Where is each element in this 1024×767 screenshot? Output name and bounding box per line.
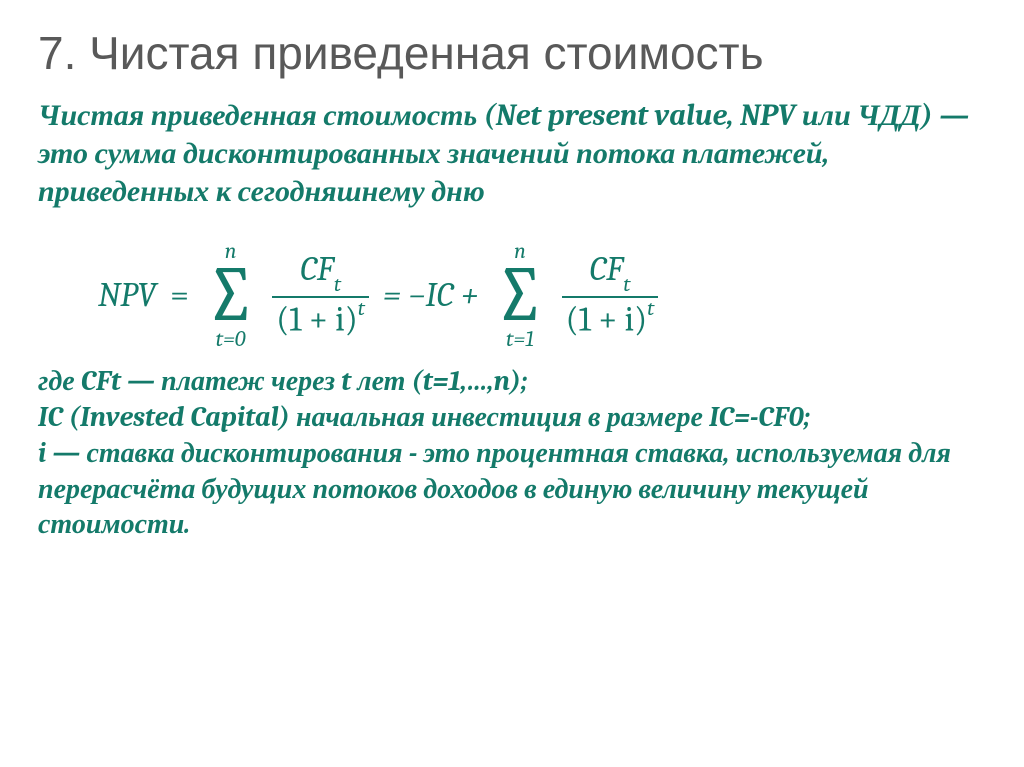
formula-mid: = −IC + — [383, 275, 478, 315]
legend-line-3: i — ставка дисконтирования - это процент… — [38, 436, 986, 543]
fraction-bar — [562, 296, 659, 298]
slide-container: 7. Чистая приведенная стоимость Чистая п… — [0, 0, 1024, 767]
frac2-numerator: CFt — [585, 252, 634, 293]
formula-lhs: NPV — [98, 275, 156, 315]
legend-line-1: где CFt — платеж через t лет (t=1,…,n); — [38, 364, 986, 400]
definition-paragraph: Чистая приведенная стоимость (Net presen… — [38, 97, 986, 212]
frac2-denominator: (1 + i)t — [562, 301, 659, 338]
summation-2: n ∑ t=1 — [492, 240, 547, 350]
frac1-numerator: CFt — [296, 252, 345, 293]
sigma-icon: ∑ — [205, 262, 256, 328]
npv-formula: NPV = n ∑ t=0 CFt (1 + i)t = −IC + n ∑ t… — [38, 230, 986, 364]
sigma-icon: ∑ — [495, 262, 546, 328]
slide-title: 7. Чистая приведенная стоимость — [38, 28, 986, 79]
fraction-2: CFt (1 + i)t — [562, 252, 659, 338]
legend-line-2: IC (Invested Capital) начальная инвестиц… — [38, 400, 986, 436]
fraction-1: CFt (1 + i)t — [272, 252, 369, 338]
equals-sign-1: = — [170, 275, 189, 315]
frac1-denominator: (1 + i)t — [272, 301, 369, 338]
legend-block: где CFt — платеж через t лет (t=1,…,n); … — [38, 364, 986, 543]
fraction-bar — [272, 296, 369, 298]
summation-1: n ∑ t=0 — [203, 240, 258, 350]
